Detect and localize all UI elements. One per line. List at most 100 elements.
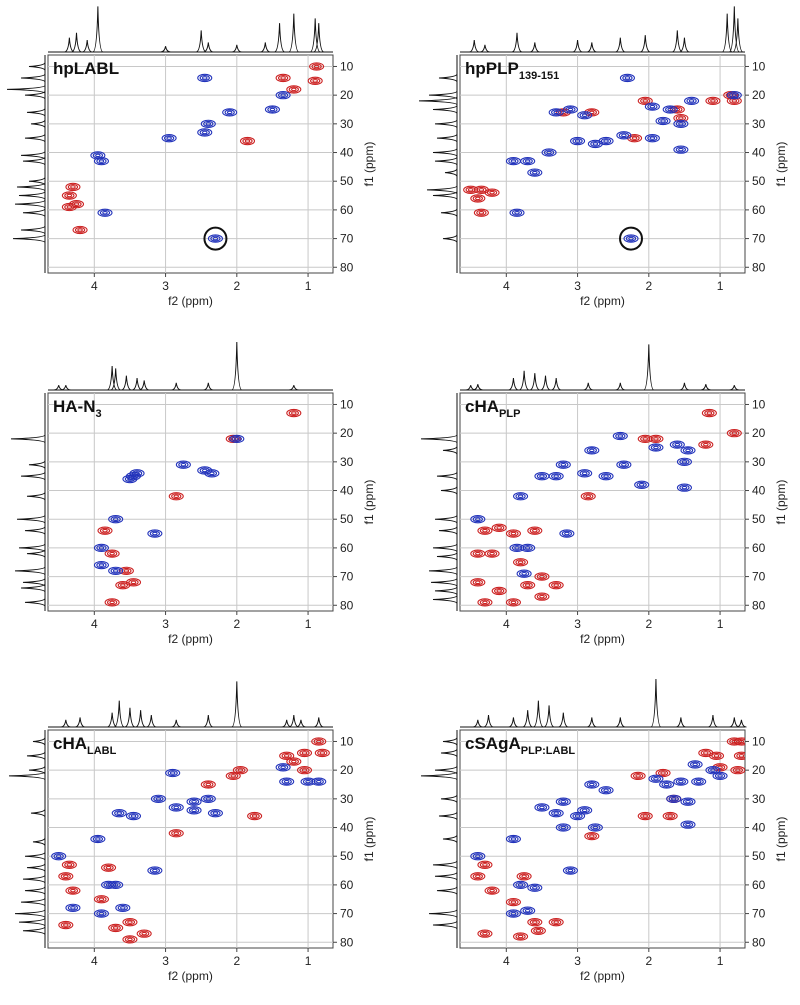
peak (207, 234, 223, 243)
peak (616, 131, 632, 140)
projection-peak (135, 710, 146, 728)
projection-peak (295, 719, 306, 728)
projection-peak (434, 156, 458, 166)
peaks (463, 73, 742, 243)
peak (637, 434, 653, 444)
x-tick-label: 1 (305, 617, 312, 631)
projection-peak (114, 700, 125, 728)
projection-peak (26, 108, 46, 117)
panel-title-main: cSAgA (465, 734, 521, 753)
projection-peak (472, 719, 483, 728)
projection-peak (196, 30, 207, 53)
projection-peak (529, 42, 540, 53)
projection-peak (436, 552, 458, 561)
peak (676, 457, 692, 466)
projection-peak (418, 96, 458, 106)
peak (275, 763, 291, 772)
peak (530, 926, 546, 935)
peak (72, 225, 88, 235)
projection-peak (24, 852, 46, 861)
peak (484, 549, 500, 558)
y-tick-label: 60 (340, 203, 354, 217)
peak (644, 134, 660, 143)
projection-peak (288, 13, 300, 53)
x-tick-label: 4 (503, 279, 510, 293)
peak (477, 598, 493, 607)
peak (463, 185, 479, 194)
x-tick-label: 3 (574, 954, 581, 968)
x-tick-label: 4 (503, 954, 510, 968)
y-tick-label: 50 (752, 849, 766, 863)
projection-peak (430, 578, 458, 587)
x-axis-label: f2 (ppm) (168, 294, 213, 308)
projection-peak (22, 208, 46, 217)
panel-title-sub: PLP (499, 408, 520, 420)
peak (150, 794, 166, 803)
peak (200, 780, 216, 789)
projection-peak (732, 18, 744, 53)
projection-peak (203, 714, 214, 728)
projection-peak (28, 62, 46, 71)
peak (222, 108, 238, 117)
plot-area (459, 729, 746, 949)
x-axis-label: f2 (ppm) (580, 969, 625, 983)
y-tick-label: 50 (752, 174, 766, 188)
y-tick-label: 10 (340, 59, 354, 73)
projection-peak (483, 714, 494, 728)
peak (247, 811, 263, 821)
y-tick-label: 20 (340, 763, 354, 777)
projection-peak (260, 42, 271, 53)
peak (101, 863, 117, 872)
x-tick-label: 1 (305, 279, 312, 293)
projection-peak (675, 717, 686, 728)
peak (555, 823, 571, 832)
projection-peak (160, 46, 171, 53)
peak (111, 809, 127, 818)
peak (548, 108, 564, 117)
projection-peak (26, 549, 46, 558)
peak (587, 139, 603, 149)
y-tick-label: 10 (752, 734, 766, 748)
x-axis-label: f2 (ppm) (580, 632, 625, 646)
peak (562, 866, 578, 875)
peak (637, 96, 653, 106)
projection-peak (472, 384, 483, 391)
projection-peak (24, 133, 46, 143)
peak (311, 777, 327, 786)
peak (484, 188, 500, 197)
panel-title: HA-N3 (53, 397, 102, 420)
peak (570, 136, 586, 146)
y-tick-label: 80 (340, 260, 354, 274)
peak (311, 737, 327, 746)
projection-peak (444, 168, 458, 177)
y-tick-label: 30 (752, 792, 766, 806)
peak (577, 111, 593, 120)
peak (680, 797, 696, 806)
projection-peak (438, 811, 458, 821)
projection-peak (203, 382, 214, 391)
peak (175, 460, 191, 469)
projection-peak (20, 471, 46, 481)
peak (698, 748, 714, 758)
projection-peak (432, 595, 458, 604)
peak (562, 105, 578, 114)
y-tick-label: 60 (340, 541, 354, 555)
plot-area (459, 392, 746, 612)
peak (58, 872, 74, 881)
projection-peak (14, 909, 46, 918)
projection-peak (26, 863, 46, 872)
projection-peak (8, 771, 46, 781)
peak (473, 208, 489, 217)
projection-peak (20, 151, 46, 160)
peak (509, 208, 525, 217)
x-axis-label: f2 (ppm) (168, 969, 213, 983)
peak (300, 777, 316, 786)
y-tick-label: 20 (340, 88, 354, 102)
projection-peak (436, 886, 458, 895)
x-tick-label: 3 (574, 617, 581, 631)
projection-peak (24, 598, 46, 607)
projection-peak (281, 719, 292, 728)
projection-peak (434, 586, 458, 596)
peak (470, 578, 486, 587)
